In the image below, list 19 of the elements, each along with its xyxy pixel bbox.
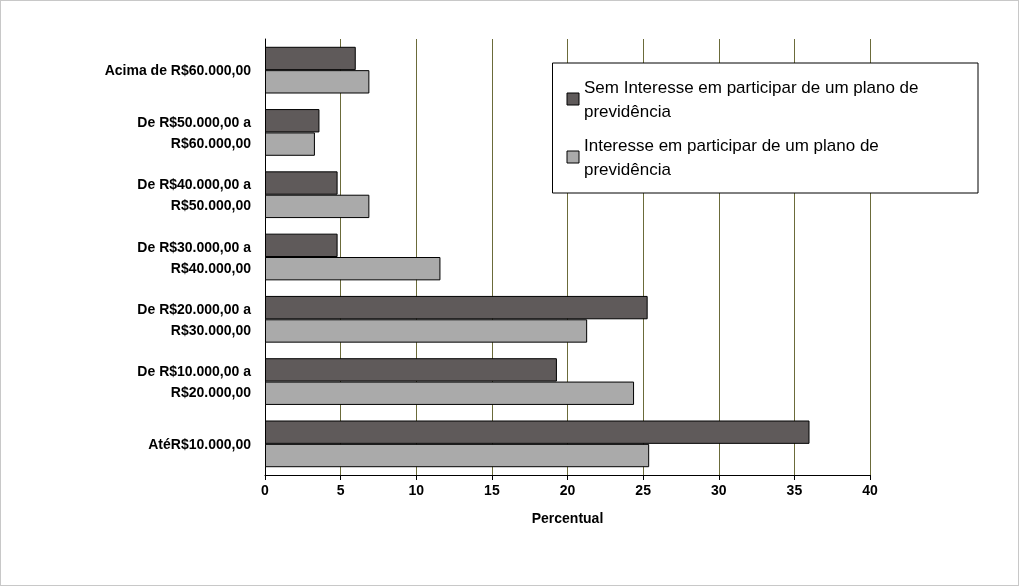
x-tick-label: 0 [261,482,270,498]
x-tick-label: 40 [862,482,878,498]
x-tick-label: 25 [635,482,652,498]
legend-label: Sem Interesse em participar de um plano de previdência [584,77,924,121]
x-tick-label: 20 [559,482,576,498]
y-tick-label: AtéR$10.000,00 [148,435,252,452]
x-tick-label: 5 [336,482,345,498]
x-tick-label: 15 [484,482,500,498]
y-tick-label: De R$50.000,00 a R$60.000,00 [137,113,252,151]
y-tick-label: De R$40.000,00 a R$50.000,00 [137,176,252,214]
legend-label: Interesse em participar de um plano de previdência [584,135,884,179]
y-tick-label: De R$30.000,00 a R$40.000,00 [137,238,252,276]
x-tick-label: 10 [408,482,425,498]
y-tick-label: De R$10.000,00 a R$20.000,00 [137,363,252,401]
x-tick-label: 35 [786,482,803,498]
x-tick-label: 30 [710,482,727,498]
x-axis-title: Percentual [531,510,604,526]
y-tick-label: Acima de R$60.000,00 [104,62,252,79]
y-tick-label: De R$20.000,00 a R$30.000,00 [137,300,252,338]
